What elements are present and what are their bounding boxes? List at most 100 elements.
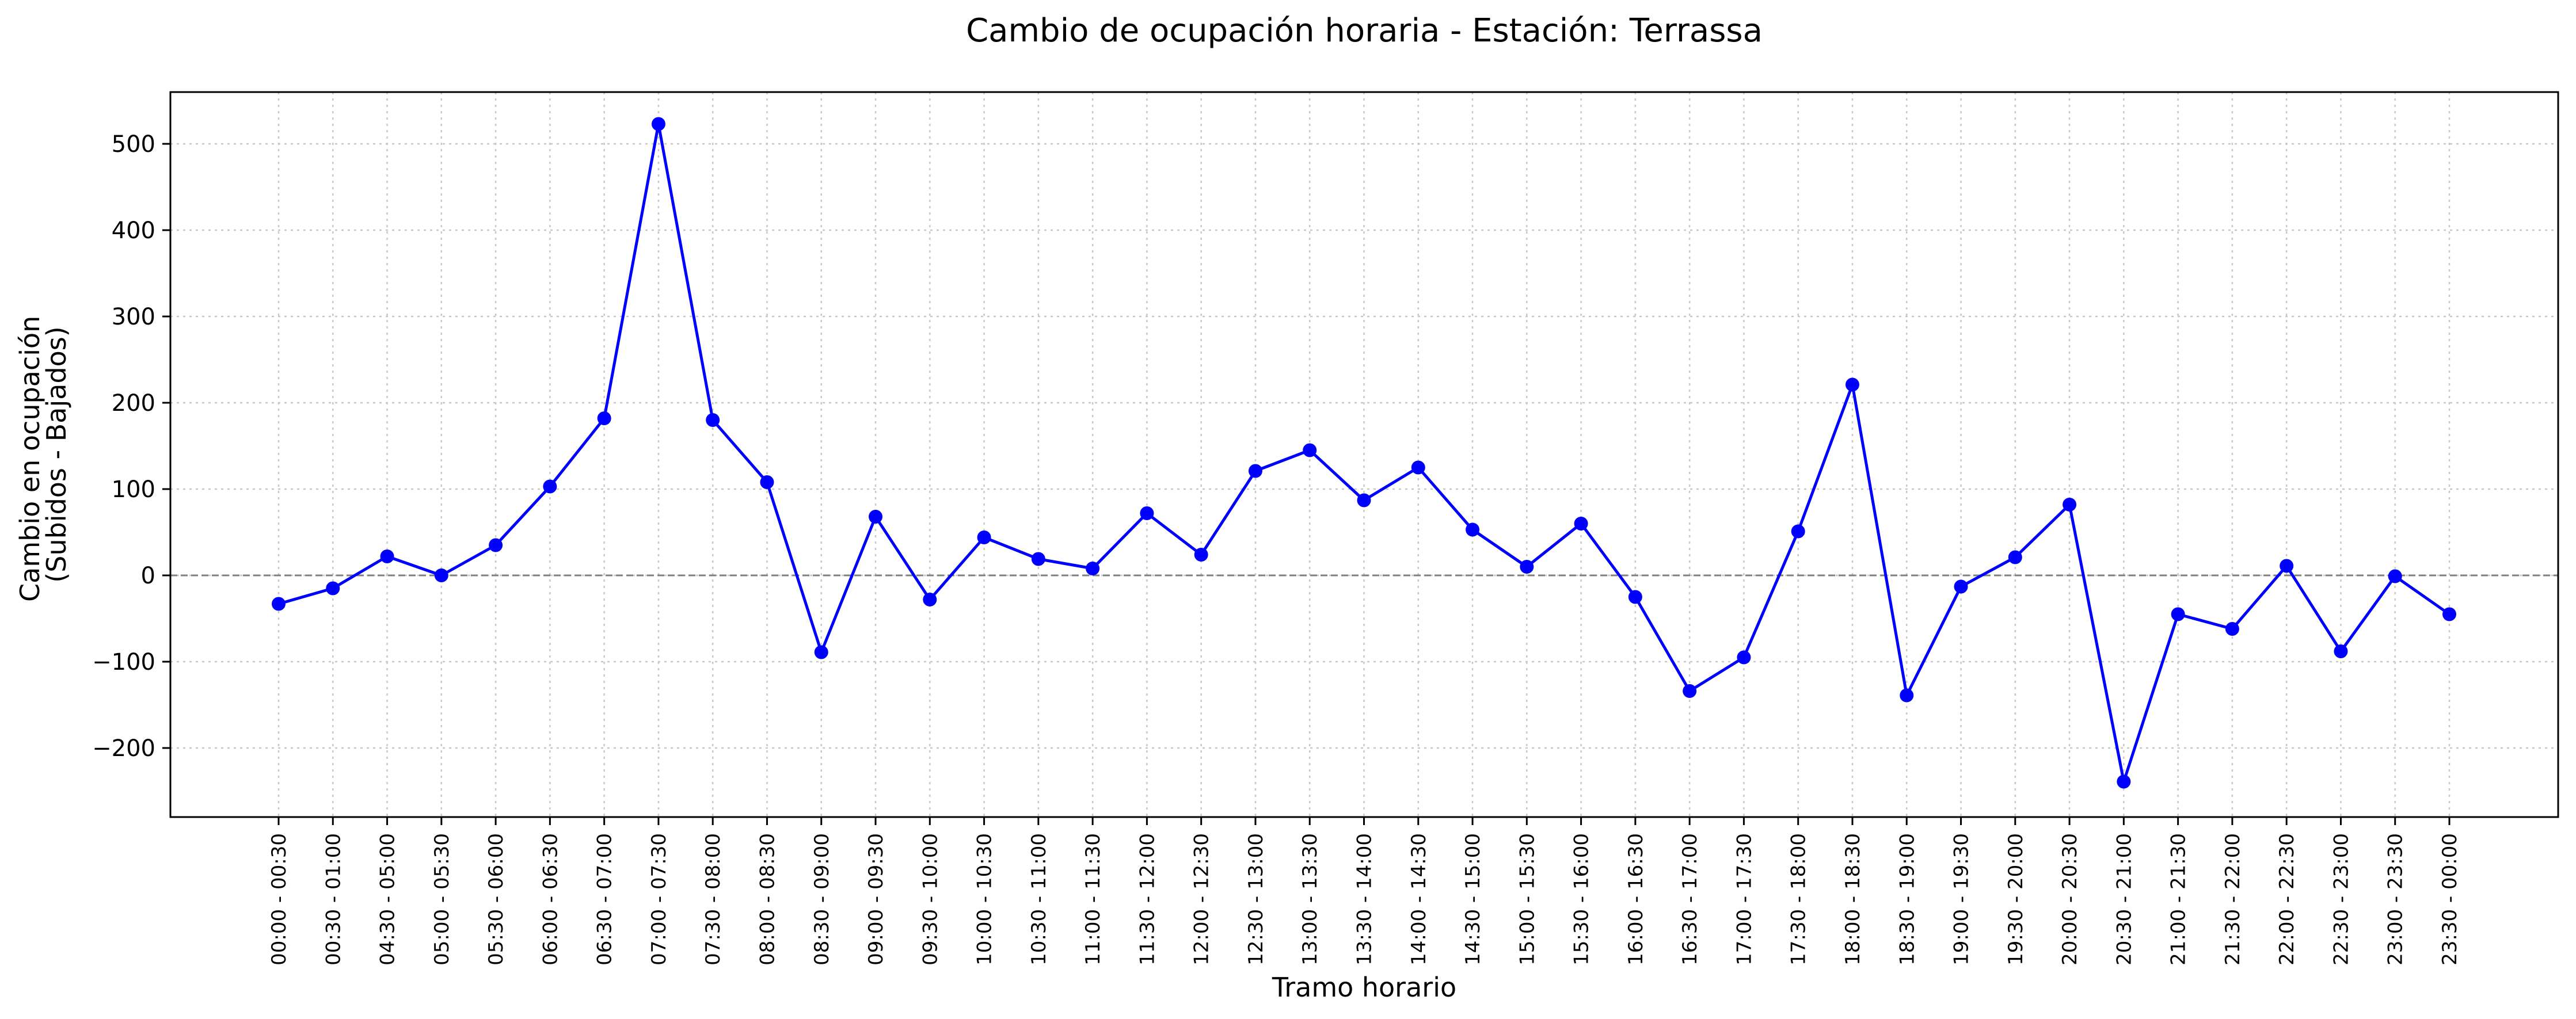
data-point (651, 117, 665, 131)
x-tick-label: 08:30 - 09:00 (811, 833, 834, 965)
data-points (272, 117, 2456, 789)
x-tick-label: 00:30 - 01:00 (322, 833, 345, 965)
data-point (706, 413, 720, 427)
x-tick-label: 13:30 - 14:00 (1353, 833, 1376, 965)
y-tick-label: 0 (141, 563, 155, 589)
y-tick-label: 300 (112, 304, 155, 330)
data-point (977, 531, 991, 544)
data-point (1845, 377, 1859, 392)
x-tick-label: 05:00 - 05:30 (431, 833, 454, 965)
y-tick-label: 400 (112, 217, 155, 244)
y-tick-label: 500 (112, 131, 155, 158)
y-tick-label: 100 (112, 476, 155, 503)
data-point (2388, 569, 2402, 583)
data-point (814, 645, 828, 659)
x-tick-label: 21:00 - 21:30 (2167, 833, 2190, 965)
x-tick-label: 15:00 - 15:30 (1516, 833, 1539, 965)
data-point (1954, 579, 1968, 594)
data-point (2442, 607, 2456, 621)
data-point (1520, 560, 1534, 574)
data-point (1086, 562, 1100, 575)
data-point (2117, 774, 2131, 789)
data-point (1357, 493, 1371, 507)
x-tick-label: 18:30 - 19:00 (1896, 833, 1919, 965)
x-tick-label: 23:00 - 23:30 (2384, 833, 2407, 965)
data-point (1194, 548, 1208, 562)
x-tick-label: 22:00 - 22:30 (2276, 833, 2299, 965)
x-tick-label: 14:00 - 14:30 (1407, 833, 1430, 965)
data-point (1900, 688, 1914, 703)
data-point (2280, 559, 2294, 573)
x-tick-label: 07:00 - 07:30 (648, 833, 671, 965)
x-tick-label: 07:30 - 08:00 (702, 833, 725, 965)
x-tick-label: 20:30 - 21:00 (2113, 833, 2136, 965)
y-tick-label: 200 (112, 390, 155, 417)
x-tick-label: 12:00 - 12:30 (1190, 833, 1213, 965)
grid-lines (170, 92, 2558, 817)
chart-title: Cambio de ocupación horaria - Estación: … (966, 12, 1763, 49)
data-point (1303, 443, 1317, 457)
data-point (1791, 524, 1805, 539)
y-axis-ticks: −200 −100 0 100 200 300 400 500 (92, 131, 170, 762)
x-tick-label: 09:00 - 09:30 (865, 833, 888, 965)
x-tick-label: 10:30 - 11:00 (1028, 833, 1051, 965)
data-point (1031, 552, 1045, 566)
x-axis-ticks: 00:00 - 00:30 00:30 - 01:00 04:30 - 05:00 0… (268, 817, 2461, 965)
x-tick-label: 10:00 - 10:30 (973, 833, 996, 965)
x-tick-label: 16:30 - 17:00 (1679, 833, 1702, 965)
x-tick-label: 13:00 - 13:30 (1299, 833, 1322, 965)
data-point (1683, 684, 1697, 698)
data-point (2063, 498, 2077, 512)
x-tick-label: 17:00 - 17:30 (1733, 833, 1756, 965)
x-tick-label: 04:30 - 05:00 (376, 833, 399, 965)
data-point (2334, 644, 2348, 658)
data-point (380, 549, 394, 563)
y-axis-label-line-1: Cambio en ocupación (14, 316, 45, 602)
x-tick-label: 21:30 - 22:00 (2221, 833, 2244, 965)
data-point (1248, 464, 1262, 478)
x-tick-label: 15:30 - 16:00 (1570, 833, 1593, 965)
y-tick-label: −100 (92, 649, 155, 675)
y-axis-label-line-2: (Subidos - Bajados) (41, 326, 72, 582)
x-tick-label: 11:00 - 11:30 (1082, 833, 1105, 965)
x-axis-label: Tramo horario (1272, 972, 1456, 1003)
x-tick-label: 05:30 - 06:00 (485, 833, 508, 965)
x-tick-label: 16:00 - 16:30 (1624, 833, 1647, 965)
x-tick-label: 23:30 - 00:00 (2438, 833, 2461, 965)
x-tick-label: 06:30 - 07:00 (593, 833, 617, 965)
data-point (760, 475, 774, 489)
data-point (543, 479, 557, 494)
data-point (1737, 650, 1751, 665)
data-point (1628, 590, 1642, 604)
data-point (923, 593, 937, 606)
x-tick-label: 17:30 - 18:00 (1787, 833, 1810, 965)
x-tick-label: 19:00 - 19:30 (1950, 833, 1973, 965)
x-tick-label: 12:30 - 13:00 (1245, 833, 1268, 965)
x-tick-label: 19:30 - 20:00 (2004, 833, 2027, 965)
data-point (2008, 550, 2022, 564)
data-point (2225, 622, 2239, 636)
data-point (1466, 522, 1480, 537)
data-point (1574, 517, 1588, 531)
data-point (434, 568, 448, 582)
x-tick-label: 09:30 - 10:00 (919, 833, 942, 965)
x-tick-label: 00:00 - 00:30 (268, 833, 291, 965)
x-tick-label: 20:00 - 20:30 (2058, 833, 2082, 965)
data-point (869, 510, 883, 524)
x-tick-label: 06:00 - 06:30 (539, 833, 562, 965)
data-point (489, 538, 503, 552)
data-point (597, 411, 611, 425)
x-tick-label: 22:30 - 23:00 (2330, 833, 2353, 965)
x-tick-label: 11:30 - 12:00 (1136, 833, 1159, 965)
y-tick-label: −200 (92, 735, 155, 762)
x-tick-label: 08:00 - 08:30 (756, 833, 779, 965)
data-point (1411, 460, 1425, 475)
x-tick-label: 18:00 - 18:30 (1841, 833, 1865, 965)
data-point (272, 597, 286, 611)
x-tick-label: 14:30 - 15:00 (1462, 833, 1485, 965)
data-point (326, 581, 340, 596)
data-point (2171, 607, 2185, 621)
data-point (1140, 506, 1154, 520)
y-axis-label: Cambio en ocupación (Subidos - Bajados) (14, 307, 72, 602)
